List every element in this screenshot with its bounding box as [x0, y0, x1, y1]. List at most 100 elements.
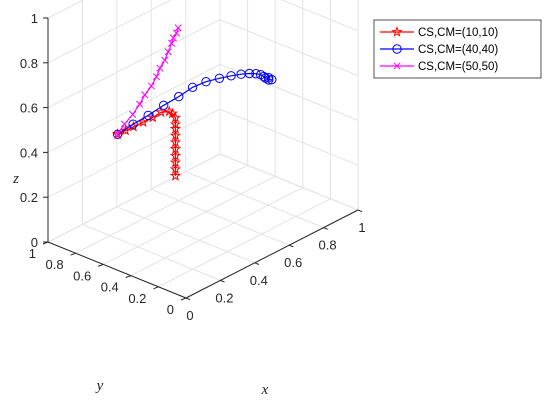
- back-grid-line-z: [47, 19, 221, 109]
- series-line: [117, 72, 272, 135]
- series-point: [169, 118, 182, 130]
- series-point: [141, 91, 149, 99]
- series-point: [169, 169, 182, 181]
- floor-pane: [48, 154, 358, 298]
- y-axis-label: y: [95, 378, 104, 394]
- legend-entry: CS,CM=(50,50): [380, 61, 498, 73]
- series-point: [187, 82, 198, 93]
- series-point: [146, 111, 159, 123]
- side-pane: [220, 0, 358, 210]
- floor-grid-line-x: [116, 206, 255, 264]
- y-tick-label: 1: [29, 246, 36, 261]
- series-point: [152, 73, 161, 81]
- floor-grid-line-y: [158, 198, 331, 288]
- tick-labels: 00.20.40.60.8100.20.40.60.8100.20.40.60.…: [20, 11, 366, 323]
- z-tick-label: 1: [31, 11, 38, 26]
- series-point: [264, 75, 274, 85]
- x-axis-line: [185, 209, 359, 299]
- series-point: [169, 149, 182, 161]
- series-point: [169, 111, 182, 123]
- floor-grid-line-x: [185, 171, 324, 229]
- y-tick-mark: [70, 252, 76, 256]
- z-tick-label: 0.8: [20, 56, 38, 71]
- series-point: [156, 64, 164, 72]
- legend-label: CS,CM=(40,40): [418, 44, 498, 56]
- series-point: [119, 124, 132, 136]
- legend-marker: [393, 62, 401, 70]
- series-point: [172, 29, 180, 37]
- series-point: [259, 71, 269, 82]
- side-grid-line-z: [280, 0, 359, 32]
- series-point: [169, 163, 182, 175]
- series-point: [147, 82, 155, 90]
- legend-entry: CS,CM=(10,10): [380, 26, 498, 39]
- floor-grid-line-x: [151, 188, 290, 246]
- series-3: [114, 24, 182, 138]
- series-2: [112, 68, 277, 140]
- floor-grid-line-x: [82, 223, 221, 281]
- series-point: [169, 34, 177, 42]
- z-tick-label: 0: [31, 235, 38, 250]
- x-tick-label: 0.6: [284, 255, 302, 270]
- series-point: [260, 73, 271, 83]
- z-tick-label: 0.6: [20, 101, 38, 116]
- series-point: [251, 69, 261, 79]
- floor-grid-line-y: [47, 153, 221, 243]
- x-tick-label: 0.8: [319, 238, 337, 253]
- y-tick-mark: [125, 275, 131, 279]
- x-tick-label: 0: [186, 308, 193, 323]
- z-tick-label: 0.2: [20, 190, 38, 205]
- x-tick-mark: [185, 297, 191, 301]
- series-point: [120, 120, 129, 128]
- legend-label: CS,CM=(10,10): [418, 27, 498, 39]
- series-point: [168, 39, 176, 47]
- floor-grid-line-y: [130, 187, 304, 277]
- y-axis-line: [47, 241, 187, 299]
- series-point: [267, 74, 277, 85]
- x-tick-mark: [323, 227, 328, 230]
- legend-entry: CS,CM=(40,40): [380, 44, 498, 56]
- series-point: [174, 91, 184, 102]
- back-grid-line-z: [47, 108, 221, 198]
- series-point: [226, 71, 236, 81]
- y-tick-label: 0.8: [46, 257, 64, 272]
- legend-marker: [392, 44, 402, 54]
- series-point: [169, 142, 182, 154]
- series-point: [159, 100, 169, 111]
- side-grid-line-z: [219, 108, 359, 166]
- y-tick-mark: [98, 263, 104, 267]
- series-point: [114, 130, 122, 138]
- series-point: [136, 100, 144, 108]
- series-point: [112, 129, 123, 140]
- series-point: [161, 56, 169, 64]
- legend: CS,CM=(10,10) CS,CM=(40,40) CS,CM=(50,50): [373, 19, 542, 79]
- z-axis-label: z: [12, 171, 19, 187]
- back-grid-line-z: [47, 0, 172, 64]
- series-point: [169, 156, 182, 168]
- y-tick-label: 0.4: [101, 280, 119, 295]
- back-grid-line-z: [47, 0, 85, 19]
- series-point: [164, 48, 172, 56]
- x-tick-mark: [254, 262, 260, 265]
- floor-grid-line-y: [75, 164, 248, 254]
- x-tick-mark: [220, 279, 225, 283]
- y-tick-mark: [153, 286, 159, 290]
- axes-panes: [48, 0, 358, 298]
- axis-labels: x y z: [12, 171, 269, 398]
- series-point: [264, 73, 274, 83]
- x-axis-label: x: [261, 382, 269, 398]
- x-tick-label: 1: [358, 220, 365, 235]
- series-point: [214, 73, 225, 84]
- series-point: [163, 105, 175, 117]
- z-tick-label: 0.4: [20, 145, 38, 160]
- x-tick-label: 0.4: [250, 273, 268, 288]
- legend-label: CS,CM=(50,50): [418, 61, 498, 73]
- data-series: [111, 24, 277, 181]
- series-point: [129, 110, 137, 118]
- back-grid-line-z: [47, 63, 221, 153]
- y-tick-label: 0: [167, 302, 174, 317]
- series-point: [201, 77, 211, 87]
- y-tick-mark: [180, 297, 187, 301]
- series-point: [174, 24, 182, 32]
- y-tick-label: 0.2: [128, 291, 146, 306]
